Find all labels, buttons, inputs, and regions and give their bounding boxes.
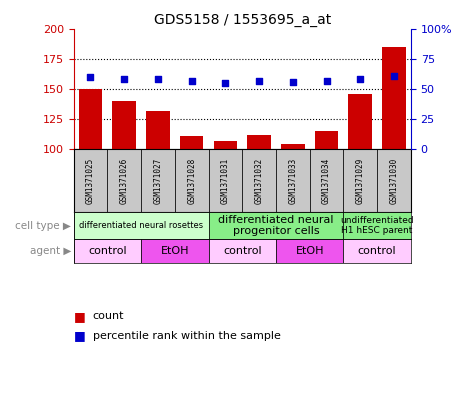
Point — [256, 78, 263, 84]
Bar — [74, 149, 107, 212]
Text: GSM1371025: GSM1371025 — [86, 157, 95, 204]
Bar — [276, 239, 343, 263]
Text: GSM1371031: GSM1371031 — [221, 157, 230, 204]
Text: percentile rank within the sample: percentile rank within the sample — [93, 331, 281, 341]
Text: GSM1371029: GSM1371029 — [356, 157, 365, 204]
Bar — [146, 111, 170, 149]
Text: GSM1371030: GSM1371030 — [390, 157, 399, 204]
Bar — [113, 101, 136, 149]
Point — [356, 75, 364, 82]
Text: control: control — [223, 246, 262, 256]
Bar — [209, 149, 242, 212]
Bar — [141, 239, 209, 263]
Point — [390, 73, 398, 79]
Text: agent ▶: agent ▶ — [30, 246, 71, 256]
Point — [86, 74, 94, 81]
Bar — [107, 149, 141, 212]
Bar — [377, 149, 411, 212]
Title: GDS5158 / 1553695_a_at: GDS5158 / 1553695_a_at — [153, 13, 331, 27]
Text: GSM1371026: GSM1371026 — [120, 157, 129, 204]
Text: EtOH: EtOH — [295, 246, 324, 256]
Bar — [315, 131, 338, 149]
Bar — [209, 239, 276, 263]
Point — [188, 78, 196, 84]
Bar — [79, 89, 102, 149]
Bar — [209, 212, 343, 239]
Point — [289, 79, 296, 85]
Text: EtOH: EtOH — [161, 246, 189, 256]
Bar — [180, 136, 203, 149]
Text: GSM1371034: GSM1371034 — [322, 157, 331, 204]
Bar — [247, 135, 271, 149]
Bar — [74, 239, 141, 263]
Bar — [276, 149, 310, 212]
Bar — [310, 149, 343, 212]
Bar — [281, 144, 304, 149]
Point — [154, 75, 162, 82]
Text: GSM1371033: GSM1371033 — [288, 157, 297, 204]
Bar — [74, 212, 209, 239]
Text: ■: ■ — [74, 329, 89, 343]
Bar — [242, 149, 276, 212]
Text: control: control — [88, 246, 127, 256]
Point — [221, 80, 229, 86]
Text: ■: ■ — [74, 310, 89, 323]
Text: cell type ▶: cell type ▶ — [15, 220, 71, 231]
Bar — [343, 239, 411, 263]
Bar — [343, 149, 377, 212]
Text: GSM1371032: GSM1371032 — [255, 157, 264, 204]
Text: control: control — [358, 246, 397, 256]
Text: GSM1371027: GSM1371027 — [153, 157, 162, 204]
Text: count: count — [93, 311, 124, 321]
Bar — [382, 48, 406, 149]
Bar — [214, 141, 237, 149]
Bar — [175, 149, 209, 212]
Text: GSM1371028: GSM1371028 — [187, 157, 196, 204]
Bar — [349, 94, 372, 149]
Bar — [343, 212, 411, 239]
Bar — [141, 149, 175, 212]
Text: differentiated neural
progenitor cells: differentiated neural progenitor cells — [218, 215, 334, 237]
Text: undifferentiated
H1 hESC parent: undifferentiated H1 hESC parent — [340, 216, 414, 235]
Point — [121, 75, 128, 82]
Text: differentiated neural rosettes: differentiated neural rosettes — [79, 221, 203, 230]
Point — [323, 78, 331, 84]
